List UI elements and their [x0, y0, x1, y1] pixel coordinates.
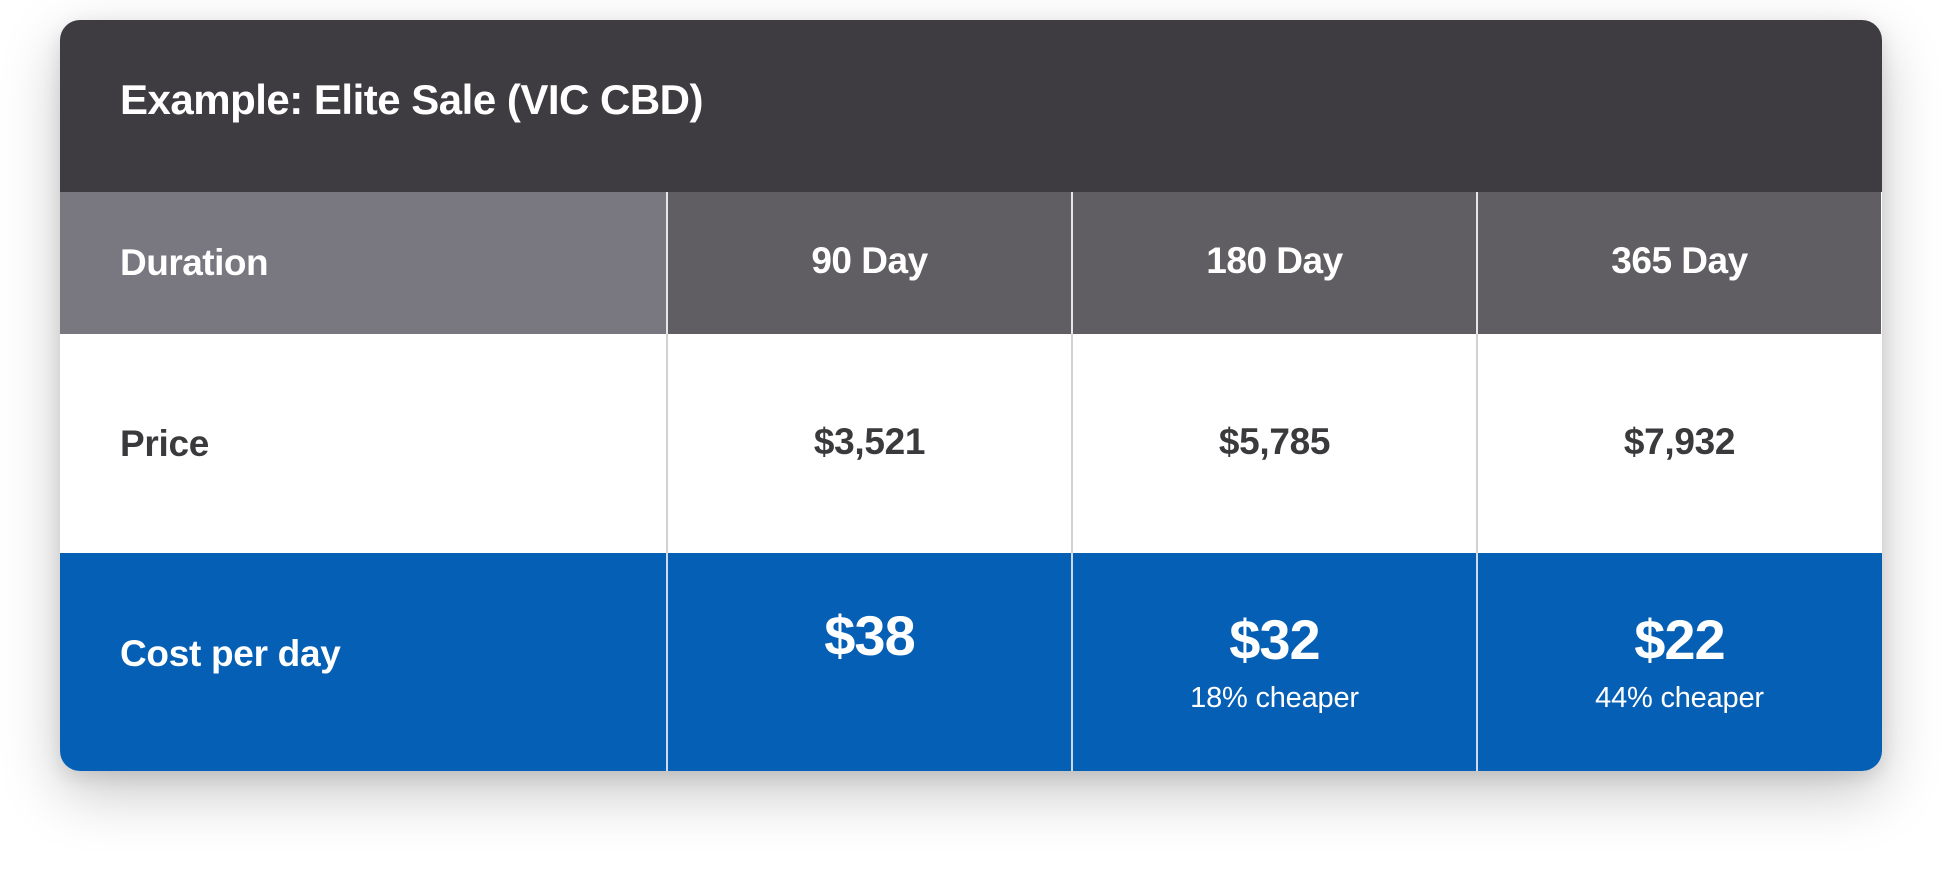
price-cell-90-day: $3,521	[666, 334, 1071, 553]
header-cell-90-day: 90 Day	[666, 192, 1071, 334]
cost-cell-365-day: $22 44% cheaper	[1476, 553, 1881, 771]
savings-note: 44% cheaper	[1595, 681, 1764, 714]
price-label-cell: Price	[60, 334, 666, 553]
table-title: Example: Elite Sale (VIC CBD)	[120, 76, 704, 123]
row-label: Price	[120, 422, 210, 464]
price-value: $5,785	[1218, 420, 1331, 462]
cost-cell-90-day: $38	[666, 553, 1071, 771]
cost-per-day-row: Cost per day $38 $32 18% cheaper $22 44%…	[60, 553, 1882, 771]
cost-value: $38	[824, 604, 915, 667]
price-value: $7,932	[1623, 420, 1736, 462]
header-cell-180-day: 180 Day	[1071, 192, 1476, 334]
price-value: $3,521	[813, 420, 926, 462]
cost-value: $32	[1229, 607, 1320, 671]
price-cell-365-day: $7,932	[1476, 334, 1881, 553]
column-header: 180 Day	[1206, 240, 1343, 281]
header-row: Duration 90 Day 180 Day 365 Day	[60, 192, 1882, 334]
row-label: Cost per day	[120, 633, 341, 674]
cost-label-cell: Cost per day	[60, 553, 666, 771]
column-header: Duration	[120, 242, 269, 283]
pricing-table-card: Example: Elite Sale (VIC CBD) Duration 9…	[60, 20, 1882, 771]
price-cell-180-day: $5,785	[1071, 334, 1476, 553]
cost-value: $22	[1634, 607, 1725, 671]
price-row: Price $3,521 $5,785 $7,932	[60, 334, 1882, 553]
column-header: 365 Day	[1611, 240, 1748, 281]
column-header: 90 Day	[811, 240, 928, 281]
header-cell-365-day: 365 Day	[1476, 192, 1881, 334]
header-cell-duration: Duration	[60, 192, 666, 334]
savings-note: 18% cheaper	[1190, 681, 1359, 714]
cost-cell-180-day: $32 18% cheaper	[1071, 553, 1476, 771]
table-title-bar: Example: Elite Sale (VIC CBD)	[60, 20, 1882, 192]
